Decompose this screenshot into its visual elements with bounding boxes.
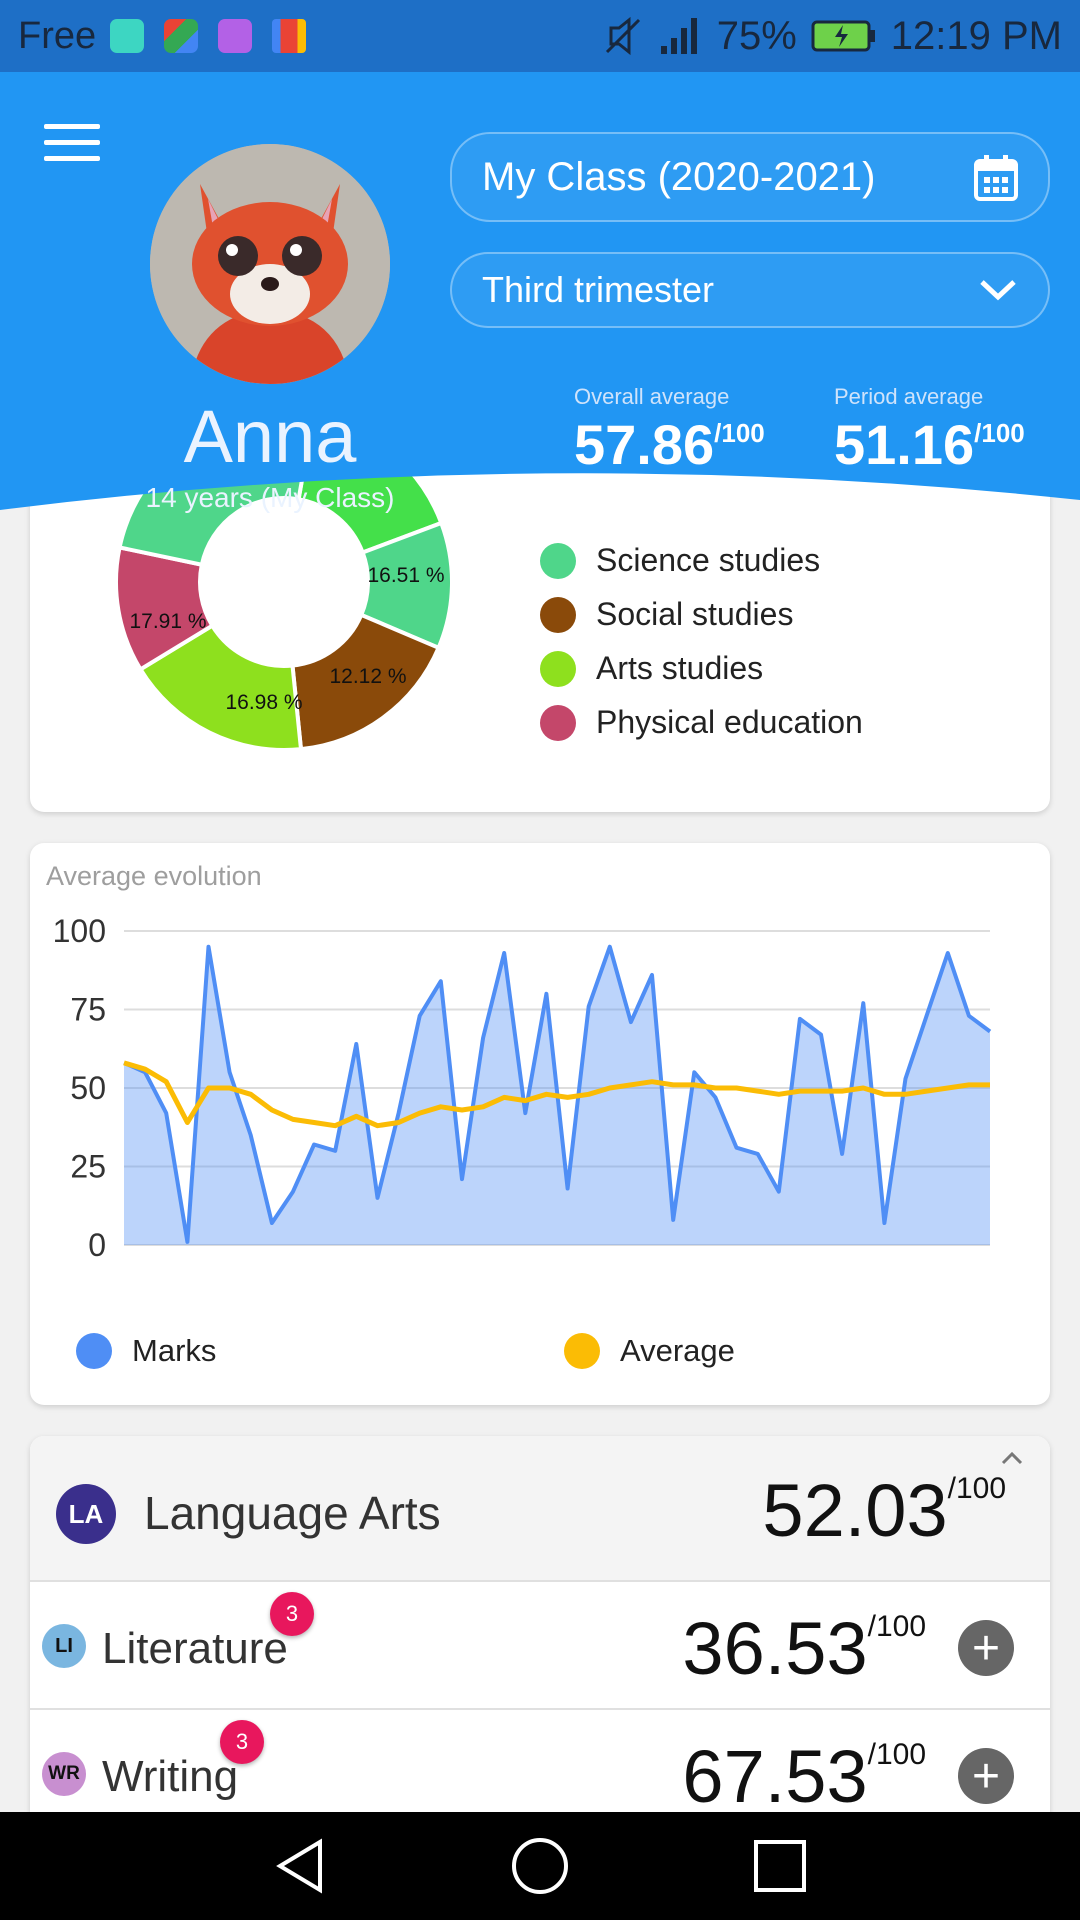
y-tick-label: 0: [88, 1227, 106, 1263]
y-tick-label: 75: [70, 992, 106, 1028]
slice-label: 17.91 %: [129, 610, 206, 633]
chevron-up-icon[interactable]: [1000, 1450, 1024, 1466]
status-bar: Free 75% 12:19 PM: [0, 0, 1080, 72]
legend-label: Marks: [132, 1333, 217, 1368]
legend-item-social: Social studies: [540, 596, 793, 633]
subject-group-name: Language Arts: [144, 1487, 441, 1539]
plus-icon: +: [971, 1621, 1001, 1675]
average-evolution-card: Average evolution 100 75 50 25 0 Marks Avera…: [30, 843, 1050, 1405]
status-right: 75% 12:19 PM: [601, 14, 1062, 59]
back-icon[interactable]: [270, 1836, 330, 1896]
recents-icon[interactable]: [750, 1836, 810, 1896]
subject-name: Writing: [102, 1752, 239, 1801]
slice-label: 16.98 %: [225, 691, 302, 714]
subject-breakdown-card: 16.51 % 12.12 % 16.98 % 17.91 % Science …: [30, 470, 1050, 812]
legend-item-pe: Physical education: [540, 704, 863, 741]
subject-row-literature[interactable]: LI Literature 3 36.53/100 +: [30, 1582, 1050, 1710]
legend-dot: [76, 1333, 112, 1369]
legend-label: Average: [620, 1333, 735, 1368]
subjects-card: LA Language Arts 52.03/100 LI Literature…: [30, 1436, 1050, 1836]
subject-badge: LA: [56, 1484, 116, 1544]
marks-series-line: [123, 944, 992, 1244]
chevron-down-icon: [980, 280, 1016, 301]
average-series-line: [123, 1060, 990, 1129]
overall-average: Overall average 57.86/100: [574, 384, 765, 477]
y-tick-label: 25: [70, 1149, 106, 1185]
mute-icon: [605, 16, 640, 56]
legend-marks[interactable]: Marks: [76, 1333, 216, 1369]
overall-average-value: 57.86/100: [574, 413, 765, 476]
legend-dot: [564, 1333, 600, 1369]
gallery-icon: [218, 19, 253, 53]
donut-slice: [290, 612, 442, 752]
gmail-icon: [272, 19, 307, 53]
class-selector[interactable]: My Class (2020-2021): [450, 132, 1050, 222]
period-selector[interactable]: Third trimester: [450, 252, 1050, 328]
legend-dot: [540, 542, 576, 579]
average-evolution-chart: 100 75 50 25 0: [53, 913, 992, 1263]
legend-label: Arts studies: [596, 650, 764, 686]
add-mark-button[interactable]: +: [958, 1620, 1014, 1676]
puzzle-icon: [164, 19, 199, 53]
carrier-label: Free: [18, 14, 97, 57]
subject-badge: WR: [42, 1752, 86, 1796]
subject-row-writing[interactable]: WR Writing 3 67.53/100 +: [30, 1712, 1050, 1836]
legend-label: Science studies: [596, 542, 821, 578]
class-selector-label: My Class (2020-2021): [482, 154, 876, 199]
subject-score: 67.53/100: [682, 1735, 926, 1818]
subject-group-score: 52.03/100: [762, 1469, 1006, 1552]
legend-label: Social studies: [596, 596, 794, 632]
legend-item-science: Science studies: [540, 542, 820, 579]
donut-slice: [296, 470, 444, 556]
avatar[interactable]: [150, 144, 390, 384]
student-info: 14 years (My Class): [145, 482, 395, 513]
subject-donut-chart: 16.51 % 12.12 % 16.98 % 17.91 %: [114, 470, 454, 752]
slice-label: 16.51 %: [367, 564, 444, 587]
legend-dot: [540, 704, 576, 741]
legend-dot: [540, 596, 576, 633]
legend-average[interactable]: Average: [564, 1333, 735, 1369]
signal-icon: [660, 18, 697, 54]
subject-group-header[interactable]: LA Language Arts 52.03/100: [30, 1436, 1050, 1582]
fox-avatar-image: [150, 144, 390, 384]
subject-score: 36.53/100: [682, 1607, 926, 1690]
menu-icon[interactable]: [44, 124, 100, 164]
plus-icon: +: [971, 1749, 1001, 1803]
y-tick-label: 100: [53, 913, 106, 949]
android-icon: [110, 19, 145, 53]
battery-charging-icon: [811, 20, 875, 52]
slice-label: 12.12 %: [329, 665, 406, 688]
system-navigation-bar: [0, 1812, 1080, 1920]
period-selector-label: Third trimester: [482, 269, 715, 310]
chart-title: Average evolution: [46, 861, 262, 891]
overall-average-label: Overall average: [574, 384, 730, 409]
legend-dot: [540, 650, 576, 687]
student-header: Anna 14 years (My Class) My Class (2020-…: [0, 72, 1080, 542]
period-average-value: 51.16/100: [834, 413, 1025, 476]
legend-item-arts: Arts studies: [540, 650, 763, 687]
legend-label: Physical education: [596, 704, 863, 740]
student-name: Anna: [183, 395, 357, 478]
add-mark-button[interactable]: +: [958, 1748, 1014, 1804]
battery-percent: 75%: [716, 13, 797, 58]
subject-badge: LI: [42, 1624, 86, 1668]
home-icon[interactable]: [510, 1836, 570, 1896]
marks-count-badge: 3: [270, 1592, 314, 1636]
calendar-icon: [974, 155, 1018, 201]
y-tick-label: 50: [70, 1070, 106, 1106]
marks-count-badge: 3: [220, 1720, 264, 1764]
clock: 12:19 PM: [890, 13, 1062, 58]
donut-slice: [137, 622, 304, 752]
period-average-label: Period average: [834, 384, 984, 409]
period-average: Period average 51.16/100: [834, 384, 1025, 477]
subject-name: Literature: [102, 1624, 288, 1673]
